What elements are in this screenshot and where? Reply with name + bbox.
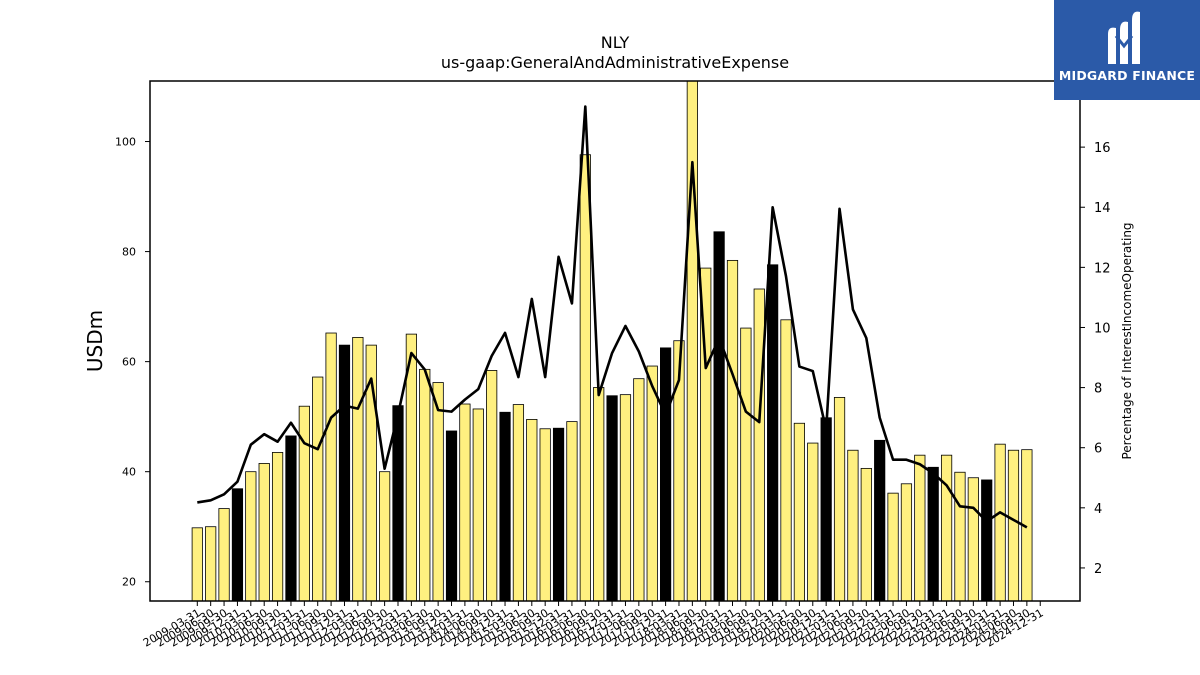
bars-layer xyxy=(191,81,1033,601)
bar xyxy=(245,471,257,601)
bar xyxy=(191,527,203,601)
bar xyxy=(927,466,939,601)
bar xyxy=(231,488,244,601)
bar xyxy=(459,403,471,601)
bar xyxy=(312,376,324,601)
bar xyxy=(646,365,658,601)
bar xyxy=(900,483,913,601)
bar xyxy=(325,332,337,601)
y-tick-label: 100 xyxy=(115,136,136,149)
ratio-line xyxy=(197,105,1028,529)
plot-frame xyxy=(149,80,1081,602)
bar xyxy=(793,422,806,601)
bar xyxy=(713,231,725,601)
axes-layer: 204060801002468101214162009-03-312009-06… xyxy=(115,136,1111,650)
bar xyxy=(994,443,1006,601)
bar xyxy=(820,417,832,601)
bar xyxy=(486,370,498,601)
bar xyxy=(807,442,819,601)
bar xyxy=(405,333,417,601)
y2-tick-label: 6 xyxy=(1094,442,1102,457)
bar xyxy=(552,427,565,601)
y2-tick-label: 10 xyxy=(1094,321,1111,336)
bar xyxy=(526,419,538,601)
chart-title: NLY xyxy=(601,33,630,52)
bar xyxy=(686,81,698,601)
bar xyxy=(767,264,779,601)
bar xyxy=(940,454,953,601)
y-tick-label: 80 xyxy=(122,246,136,259)
bar xyxy=(726,259,739,601)
bar xyxy=(472,408,484,601)
bar xyxy=(954,471,966,601)
bar xyxy=(860,467,872,601)
bar xyxy=(379,471,391,601)
y2-tick-label: 12 xyxy=(1094,261,1111,276)
bar xyxy=(539,428,551,601)
bar xyxy=(1007,449,1020,601)
y2-tick-label: 4 xyxy=(1094,502,1102,517)
bar xyxy=(593,387,605,601)
bar xyxy=(579,154,591,601)
y2-tick-label: 14 xyxy=(1094,201,1111,216)
bar xyxy=(271,452,284,601)
bar xyxy=(633,378,645,601)
bar xyxy=(753,288,765,601)
bar xyxy=(967,477,979,601)
bar xyxy=(660,347,672,601)
chart-subtitle: us-gaap:GeneralAndAdministrativeExpense xyxy=(441,53,789,72)
bar xyxy=(700,267,712,601)
bar xyxy=(432,382,444,601)
line-layer xyxy=(197,105,1028,529)
bar xyxy=(218,508,230,601)
bar xyxy=(874,439,886,601)
y-tick-label: 20 xyxy=(122,576,136,589)
bar xyxy=(365,344,377,601)
bar xyxy=(419,368,431,601)
bar xyxy=(205,526,217,601)
y-tick-label: 60 xyxy=(122,356,136,369)
y2-tick-label: 8 xyxy=(1094,382,1102,397)
midgard-m-logo-icon xyxy=(1108,11,1140,65)
brand-logo: MIDGARD FINANCE xyxy=(1054,0,1200,100)
bar xyxy=(258,463,270,601)
bar xyxy=(740,327,752,601)
brand-name: MIDGARD FINANCE xyxy=(1058,68,1196,83)
bar xyxy=(887,492,899,601)
bar xyxy=(285,435,297,601)
bar xyxy=(914,454,926,601)
y-axis-label: USDm xyxy=(83,310,107,372)
bar xyxy=(512,404,525,601)
bar xyxy=(847,449,859,601)
bar xyxy=(833,396,846,601)
bar xyxy=(780,319,792,601)
bar xyxy=(619,394,632,601)
bar xyxy=(606,395,618,601)
y2-tick-label: 16 xyxy=(1094,141,1111,156)
bar xyxy=(445,430,458,601)
bar xyxy=(981,479,993,601)
bar xyxy=(673,340,685,601)
bar xyxy=(499,411,511,601)
y2-axis-label: Percentage of InterestIncomeOperating xyxy=(1120,222,1134,459)
y-tick-label: 40 xyxy=(122,466,136,479)
bar xyxy=(338,344,351,601)
y2-tick-label: 2 xyxy=(1094,562,1102,577)
bar xyxy=(352,337,364,601)
bar xyxy=(566,421,578,601)
bar xyxy=(392,405,404,601)
